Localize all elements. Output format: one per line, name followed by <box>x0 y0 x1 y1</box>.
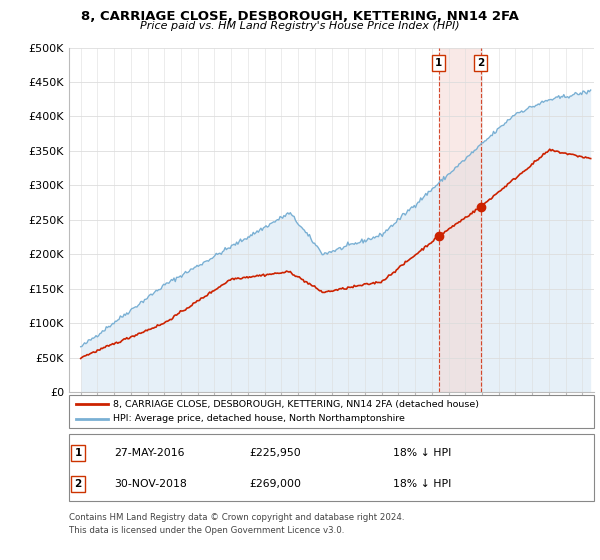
Text: 1: 1 <box>435 58 442 68</box>
Text: 2: 2 <box>477 58 484 68</box>
Text: 18% ↓ HPI: 18% ↓ HPI <box>393 448 451 458</box>
Text: 8, CARRIAGE CLOSE, DESBOROUGH, KETTERING, NN14 2FA (detached house): 8, CARRIAGE CLOSE, DESBOROUGH, KETTERING… <box>113 400 479 409</box>
Text: 30-NOV-2018: 30-NOV-2018 <box>114 479 187 489</box>
Text: 8, CARRIAGE CLOSE, DESBOROUGH, KETTERING, NN14 2FA: 8, CARRIAGE CLOSE, DESBOROUGH, KETTERING… <box>81 10 519 23</box>
Text: 27-MAY-2016: 27-MAY-2016 <box>114 448 185 458</box>
Text: 18% ↓ HPI: 18% ↓ HPI <box>393 479 451 489</box>
Text: £269,000: £269,000 <box>249 479 301 489</box>
Text: 1: 1 <box>74 448 82 458</box>
Text: This data is licensed under the Open Government Licence v3.0.: This data is licensed under the Open Gov… <box>69 526 344 535</box>
Text: HPI: Average price, detached house, North Northamptonshire: HPI: Average price, detached house, Nort… <box>113 414 404 423</box>
Text: 2: 2 <box>74 479 82 489</box>
Text: Contains HM Land Registry data © Crown copyright and database right 2024.: Contains HM Land Registry data © Crown c… <box>69 513 404 522</box>
Text: Price paid vs. HM Land Registry's House Price Index (HPI): Price paid vs. HM Land Registry's House … <box>140 21 460 31</box>
Text: £225,950: £225,950 <box>249 448 301 458</box>
Bar <box>439 48 481 392</box>
